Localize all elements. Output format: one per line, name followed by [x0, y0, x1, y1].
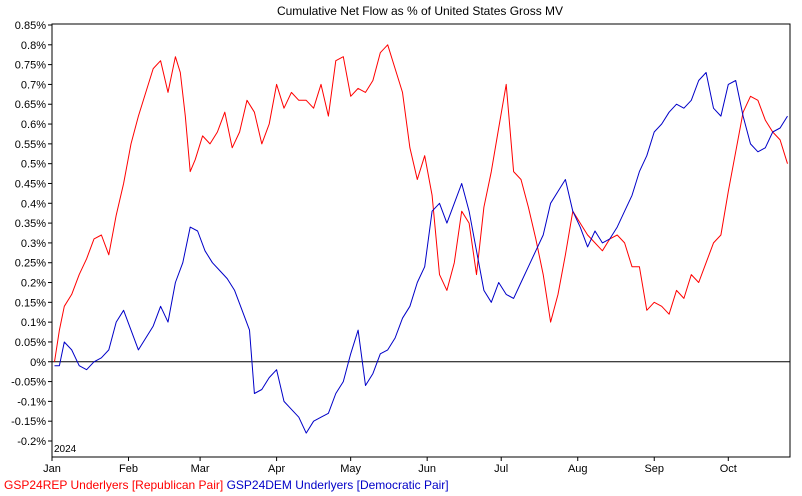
y-tick-label: 0.5% [21, 159, 46, 171]
series-lines [54, 44, 788, 434]
year-label: 2024 [54, 444, 77, 455]
x-tick-label: Feb [119, 463, 138, 475]
y-tick-label: 0.3% [21, 238, 46, 250]
x-tick-label: Aug [568, 463, 588, 475]
x-tick-label: May [340, 463, 361, 475]
chart-title: Cumulative Net Flow as % of United State… [277, 4, 563, 18]
x-tick-label: Mar [191, 463, 210, 475]
y-tick-label: 0.6% [21, 119, 46, 131]
y-tick-label: 0.85% [15, 20, 46, 32]
y-axis: -0.2% -0.15% -0.1% -0.05% 0% 0.05% 0.1% 0.15% 0.… [11, 20, 52, 448]
y-tick-label: -0.2% [17, 436, 46, 448]
series-line-democratic [54, 72, 788, 434]
x-tick-label: Oct [720, 463, 737, 475]
y-tick-label: 0.55% [15, 139, 46, 151]
y-tick-label: 0.75% [15, 60, 46, 72]
y-tick-label: 0.4% [21, 198, 46, 210]
x-tick-label: Jul [494, 463, 508, 475]
y-tick-label: 0% [30, 357, 46, 369]
y-tick-label: 0.2% [21, 278, 46, 290]
y-tick-label: 0.25% [15, 258, 46, 270]
y-tick-label: 0.7% [21, 79, 46, 91]
legend: GSP24REP Underlyers [Republican Pair] GS… [4, 478, 449, 492]
y-tick-label: 0.35% [15, 218, 46, 230]
y-tick-label: 0.05% [15, 337, 46, 349]
x-axis: Jan Feb Mar Apr May Jun Jul Aug Sep Oct [43, 457, 737, 475]
y-tick-label: 0.65% [15, 99, 46, 111]
y-tick-label: -0.1% [17, 396, 46, 408]
series-line-republican [54, 44, 788, 362]
x-tick-label: Sep [644, 463, 664, 475]
y-tick-label: 0.15% [15, 297, 46, 309]
y-tick-label: 0.1% [21, 317, 46, 329]
y-tick-label: 0.8% [21, 40, 46, 52]
x-tick-label: Jun [418, 463, 436, 475]
y-tick-label: -0.05% [11, 377, 46, 389]
legend-entry-democratic: GSP24DEM Underlyers [Democratic Pair] [226, 478, 449, 492]
y-tick-label: 0.45% [15, 178, 46, 190]
legend-entry-republican: GSP24REP Underlyers [Republican Pair] [4, 478, 224, 492]
x-tick-label: Apr [268, 463, 285, 475]
y-tick-label: -0.15% [11, 416, 46, 428]
plot-frame [51, 23, 791, 458]
x-tick-label: Jan [43, 463, 61, 475]
